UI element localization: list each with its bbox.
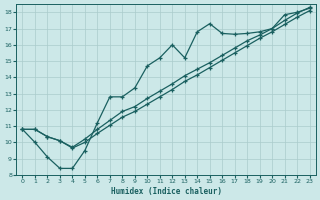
X-axis label: Humidex (Indice chaleur): Humidex (Indice chaleur) [110, 187, 221, 196]
